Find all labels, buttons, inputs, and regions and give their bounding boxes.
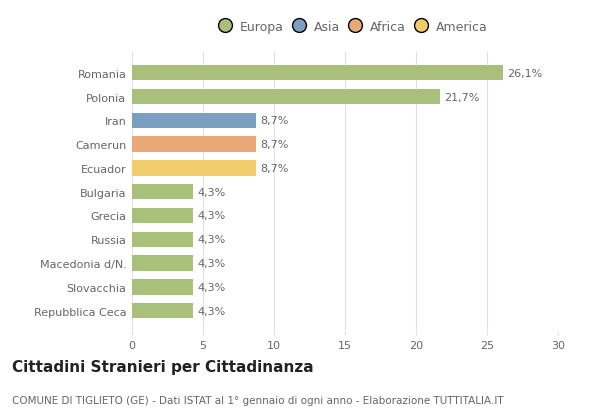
Text: COMUNE DI TIGLIETO (GE) - Dati ISTAT al 1° gennaio di ogni anno - Elaborazione T: COMUNE DI TIGLIETO (GE) - Dati ISTAT al … [12, 395, 503, 405]
Bar [132, 184, 193, 200]
Text: 4,3%: 4,3% [197, 211, 226, 221]
Bar [132, 161, 256, 176]
Text: 4,3%: 4,3% [197, 258, 226, 268]
Bar [132, 208, 193, 224]
Legend: Europa, Asia, Africa, America: Europa, Asia, Africa, America [220, 20, 487, 34]
Bar [132, 256, 193, 271]
Text: 4,3%: 4,3% [197, 282, 226, 292]
Bar [132, 303, 193, 319]
Bar [132, 113, 256, 129]
Bar [132, 90, 440, 105]
Text: 4,3%: 4,3% [197, 187, 226, 197]
Text: 4,3%: 4,3% [197, 306, 226, 316]
Bar [132, 232, 193, 247]
Text: 8,7%: 8,7% [260, 116, 288, 126]
Text: 26,1%: 26,1% [507, 69, 542, 79]
Bar [132, 279, 193, 295]
Text: 8,7%: 8,7% [260, 164, 288, 173]
Bar [132, 66, 503, 81]
Bar [132, 137, 256, 153]
Text: 21,7%: 21,7% [445, 92, 480, 102]
Text: 4,3%: 4,3% [197, 235, 226, 245]
Text: 8,7%: 8,7% [260, 140, 288, 150]
Text: Cittadini Stranieri per Cittadinanza: Cittadini Stranieri per Cittadinanza [12, 359, 314, 374]
